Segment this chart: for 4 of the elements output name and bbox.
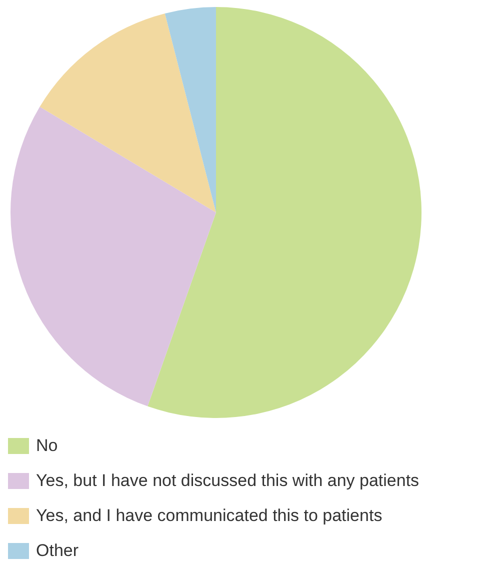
legend-label: Other bbox=[36, 540, 79, 560]
legend-label: Yes, and I have communicated this to patients bbox=[36, 506, 382, 526]
legend-label: Yes, but I have not discussed this with any patients bbox=[36, 470, 420, 490]
legend-label: No bbox=[36, 436, 58, 456]
